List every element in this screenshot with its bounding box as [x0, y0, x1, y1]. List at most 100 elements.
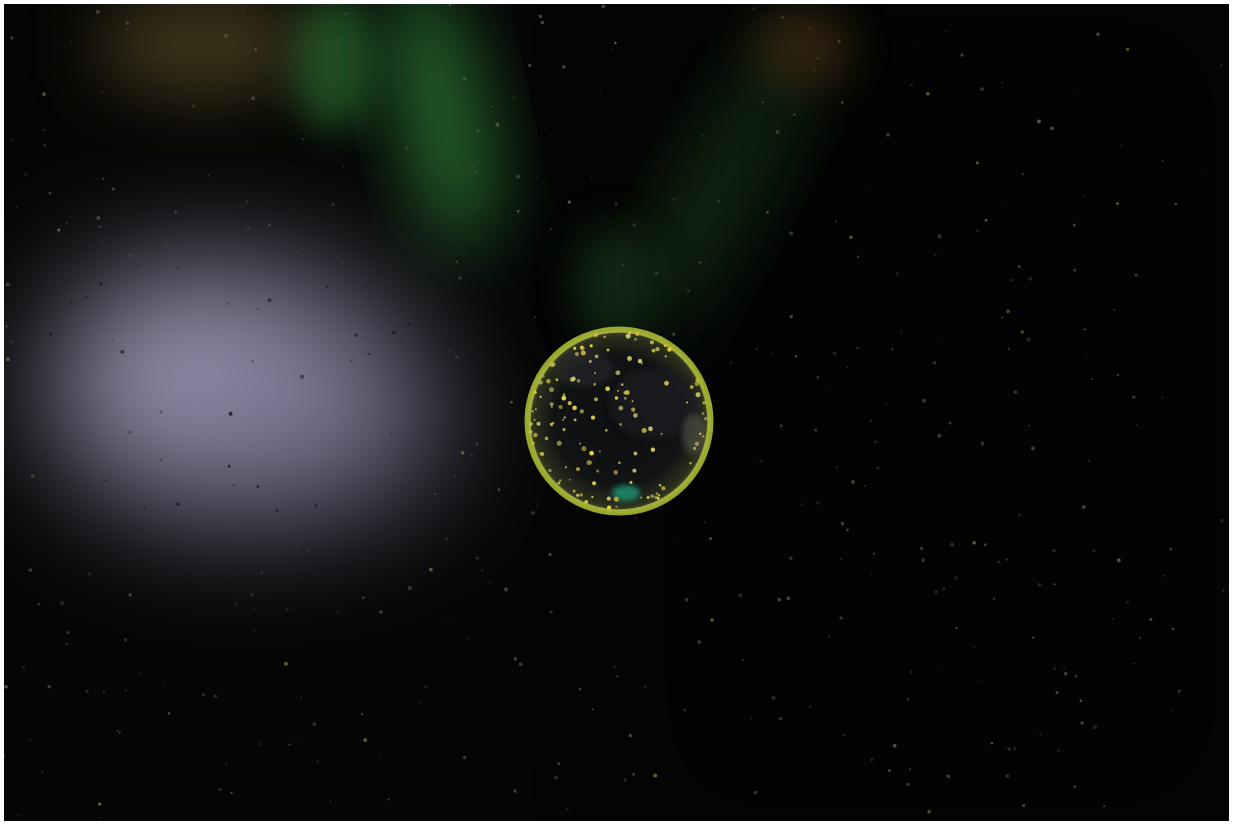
speck: [1052, 548, 1056, 553]
speck: [857, 255, 860, 258]
inner-bubble-dot: [704, 417, 708, 421]
speck: [1021, 172, 1025, 176]
inner-bubble-dot: [593, 382, 597, 386]
speck: [779, 424, 783, 428]
haze-glow: [44, 264, 454, 524]
speck: [10, 36, 14, 40]
speck: [561, 65, 566, 69]
speck: [831, 384, 833, 386]
speck: [840, 101, 844, 104]
speck: [616, 675, 619, 678]
speck: [141, 528, 145, 533]
speck: [972, 541, 976, 545]
speck: [535, 504, 538, 507]
speck: [869, 191, 872, 193]
speck: [814, 428, 818, 432]
speck: [717, 200, 720, 203]
speck: [554, 775, 558, 780]
speck: [683, 708, 686, 711]
speck: [742, 658, 744, 661]
speck: [453, 474, 457, 477]
inner-bubble-dot: [606, 505, 612, 510]
speck: [174, 210, 178, 214]
speck: [856, 346, 859, 350]
inner-bubble-dot: [589, 450, 594, 456]
inner-bubble-dot: [579, 493, 583, 497]
speck: [248, 526, 250, 528]
speck: [253, 608, 255, 610]
inner-bubble-dot: [555, 378, 559, 382]
inner-bubble-dot: [640, 496, 642, 499]
inner-bubble-dot: [641, 427, 647, 434]
speck: [367, 353, 370, 356]
speck: [405, 147, 409, 150]
inner-bubble-dot: [533, 432, 538, 438]
speck: [1074, 674, 1078, 678]
speck: [775, 130, 780, 134]
speck: [900, 330, 903, 333]
speck: [750, 717, 753, 719]
speck: [104, 480, 107, 482]
inner-bubble-dot: [594, 372, 596, 374]
speck: [28, 568, 33, 572]
speck: [6, 357, 10, 362]
speck: [816, 57, 820, 60]
inner-bubble-dot: [635, 331, 640, 337]
speck: [176, 502, 180, 506]
speck: [839, 557, 843, 561]
inner-bubble-dot: [533, 391, 537, 394]
inner-bubble-dot: [576, 493, 580, 497]
speck: [906, 698, 910, 701]
speck: [118, 731, 121, 734]
speck: [933, 253, 937, 257]
inner-bubble-dot: [563, 416, 566, 419]
speck: [462, 755, 467, 760]
speck: [1000, 316, 1004, 319]
inner-bubble-dot: [556, 440, 562, 446]
inner-bubble-dot: [551, 362, 556, 367]
speck: [365, 284, 369, 287]
speck: [1161, 397, 1164, 399]
speck: [1028, 276, 1033, 281]
speck: [980, 87, 984, 91]
speck: [1073, 268, 1077, 272]
speck: [1037, 583, 1042, 587]
speck: [476, 129, 480, 133]
speck: [713, 793, 716, 796]
speck: [1093, 725, 1097, 730]
inner-bubble-dot: [531, 441, 535, 445]
speck: [614, 202, 618, 206]
speck: [495, 122, 500, 127]
speck: [513, 656, 518, 661]
speck: [1072, 223, 1076, 227]
speck: [1134, 273, 1138, 277]
inner-bubble-dot: [702, 435, 705, 438]
speck: [475, 556, 479, 560]
speck: [259, 743, 262, 745]
speck: [256, 308, 259, 310]
speck: [632, 773, 635, 776]
speck: [840, 521, 845, 526]
speck: [120, 349, 125, 354]
speck: [124, 27, 128, 31]
speck: [101, 91, 104, 94]
inner-bubble-dot: [581, 446, 587, 452]
speck: [613, 665, 616, 668]
speck: [96, 216, 101, 220]
speck: [1090, 377, 1094, 380]
speck: [16, 206, 18, 208]
speck: [973, 646, 976, 649]
speck: [48, 332, 53, 336]
speck: [1174, 202, 1178, 206]
speck: [230, 791, 233, 795]
speck: [549, 610, 553, 614]
speck: [833, 351, 837, 355]
speck: [516, 174, 521, 179]
speck: [913, 46, 915, 48]
speck: [895, 272, 899, 276]
speck: [548, 552, 552, 556]
speck: [800, 503, 803, 506]
speck: [846, 366, 849, 369]
inner-bubble-dot: [538, 380, 543, 385]
speck: [316, 760, 320, 764]
